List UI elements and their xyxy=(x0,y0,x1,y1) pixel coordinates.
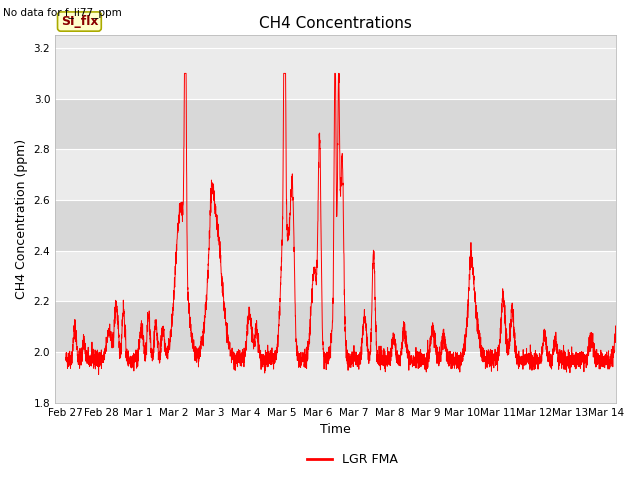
Text: No data for f_li77_ppm: No data for f_li77_ppm xyxy=(3,7,122,18)
Bar xyxy=(55,149,616,200)
Bar xyxy=(55,48,616,99)
X-axis label: Time: Time xyxy=(321,423,351,436)
Bar xyxy=(55,99,616,149)
Legend: LGR FMA: LGR FMA xyxy=(301,448,403,471)
Bar xyxy=(55,352,616,403)
Y-axis label: CH4 Concentration (ppm): CH4 Concentration (ppm) xyxy=(15,139,28,299)
Bar xyxy=(55,301,616,352)
Bar xyxy=(55,251,616,301)
Bar xyxy=(55,200,616,251)
Title: CH4 Concentrations: CH4 Concentrations xyxy=(259,16,412,32)
Text: SI_flx: SI_flx xyxy=(61,15,98,28)
